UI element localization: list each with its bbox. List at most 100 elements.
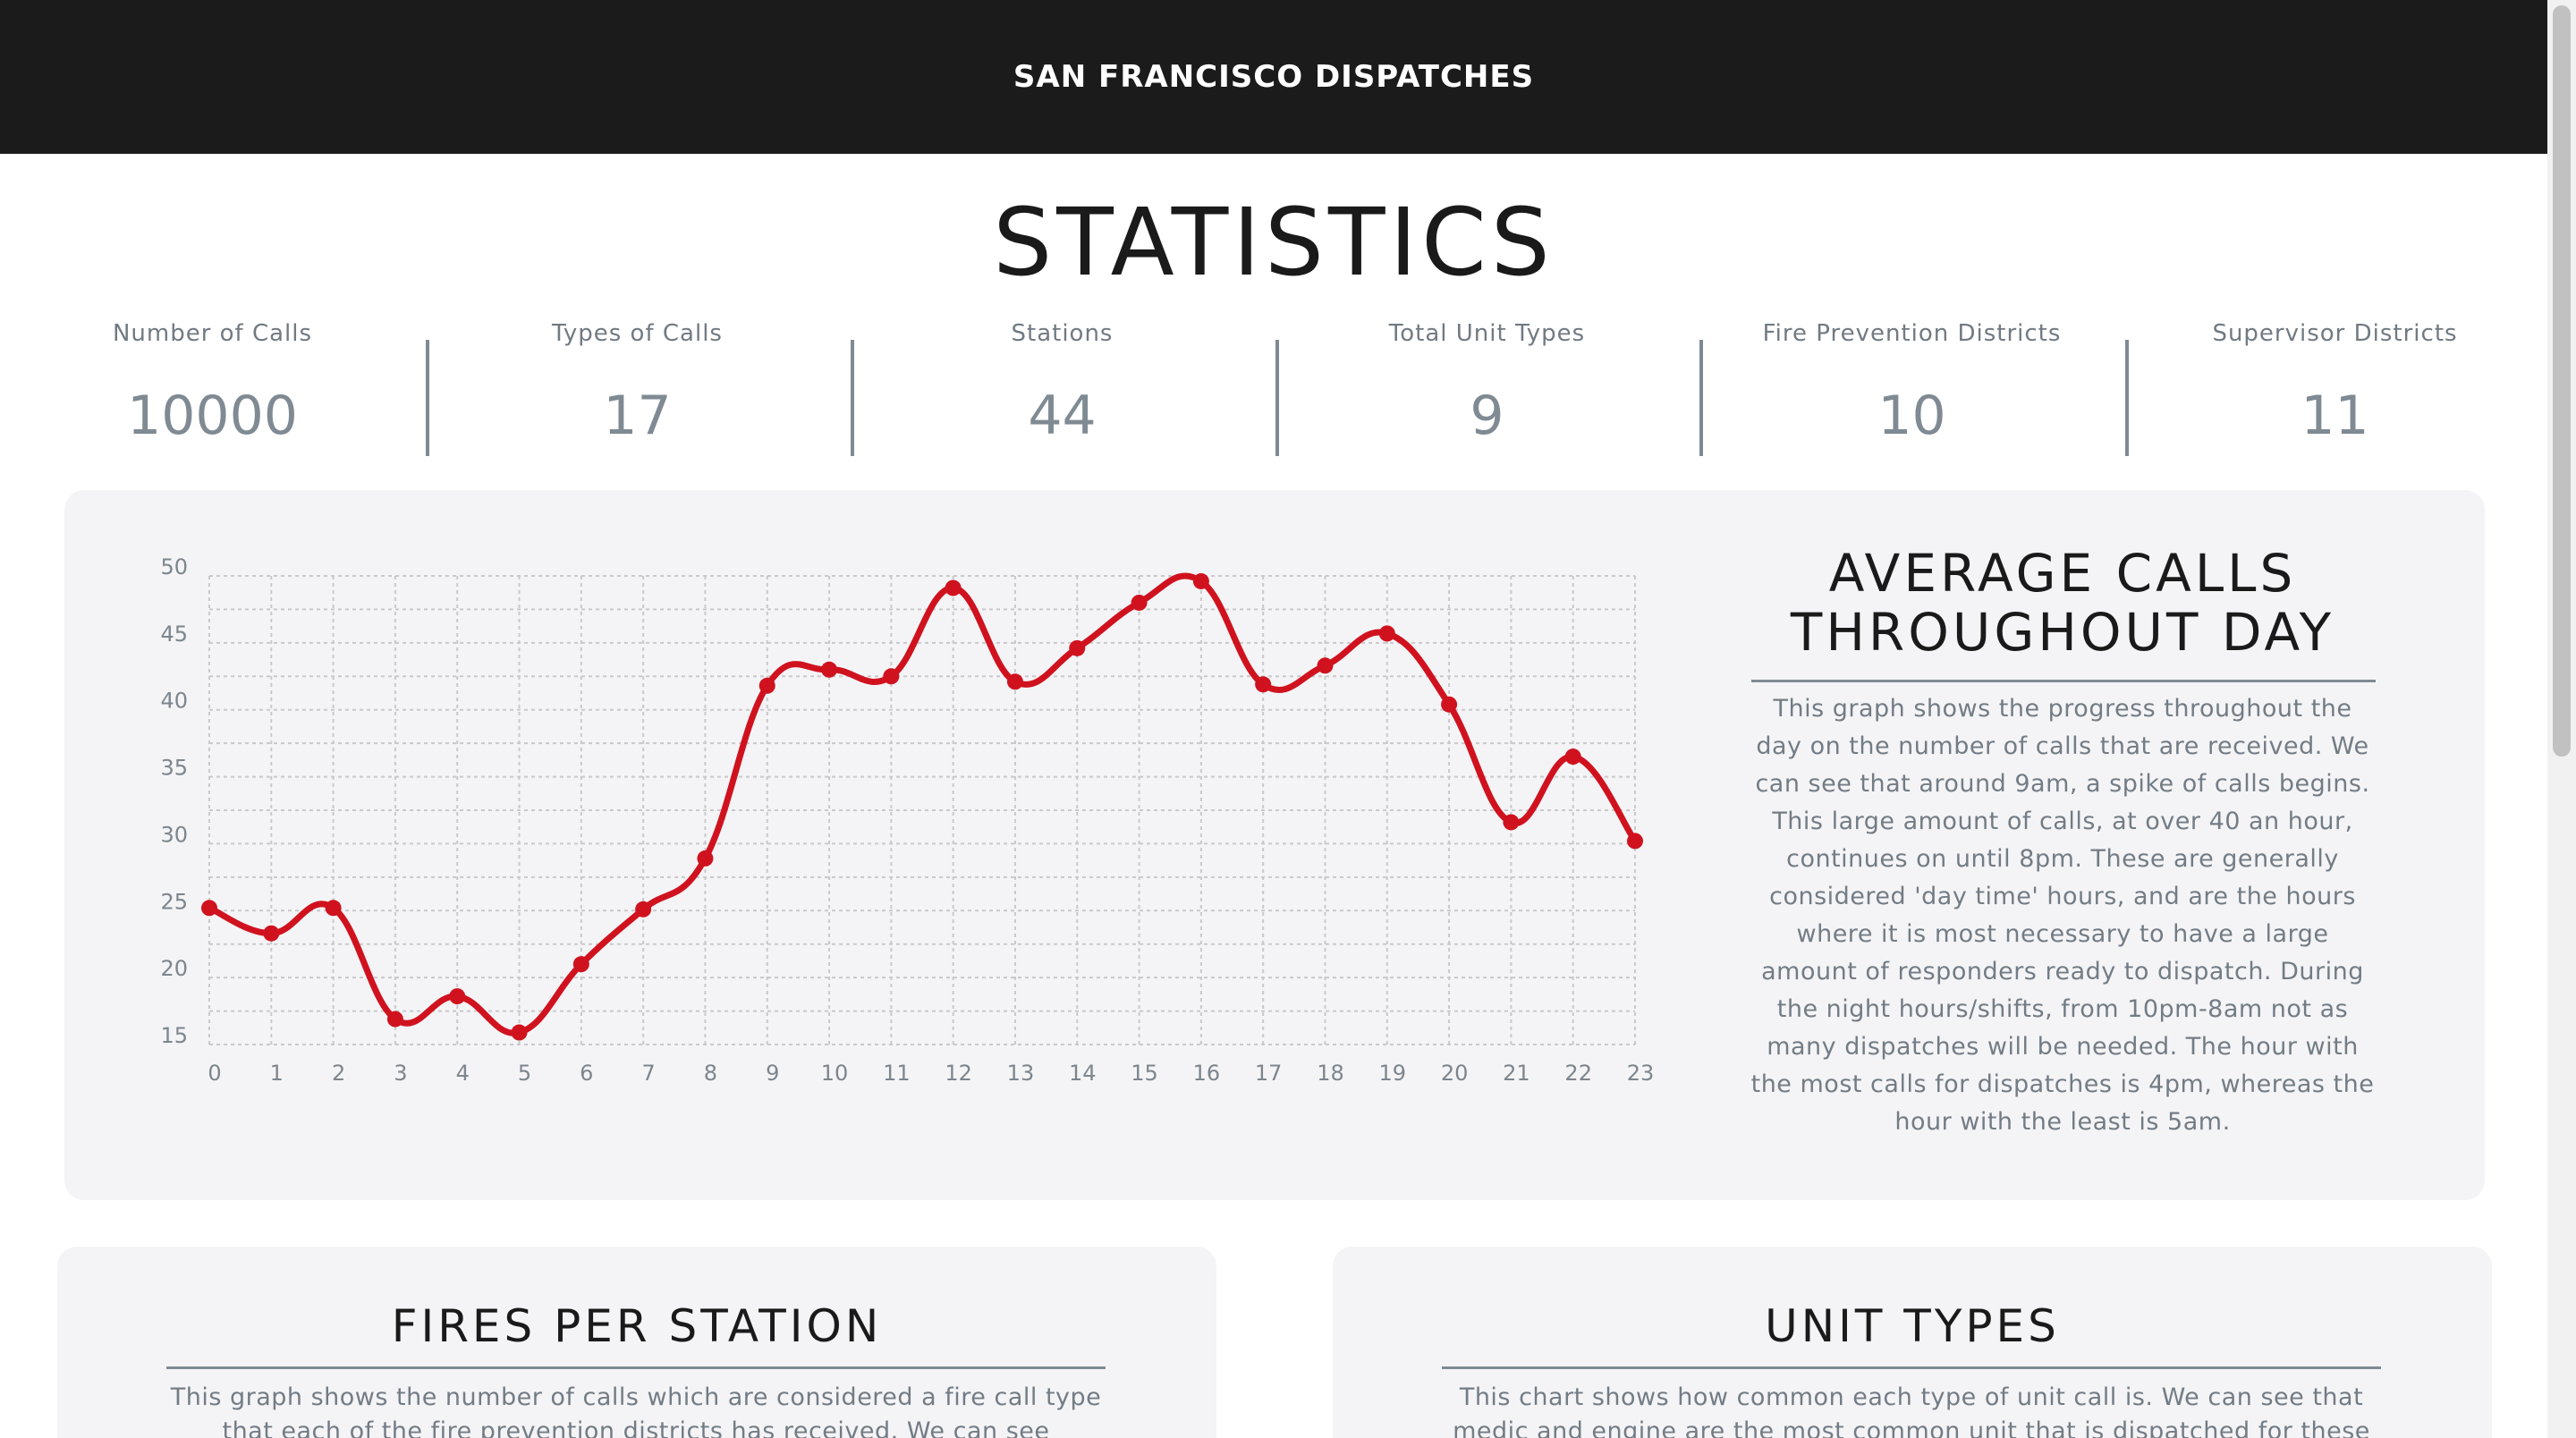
data-point bbox=[1131, 594, 1148, 611]
stats-row: Number of Calls 10000 Types of Calls 17 … bbox=[0, 315, 2547, 458]
x-tick-label: 4 bbox=[456, 1061, 470, 1086]
stat-divider bbox=[2125, 340, 2129, 456]
data-point bbox=[821, 661, 838, 678]
vertical-scrollbar[interactable] bbox=[2547, 0, 2576, 1438]
data-point bbox=[263, 925, 280, 942]
x-tick-label: 18 bbox=[1317, 1061, 1344, 1086]
data-point bbox=[201, 900, 217, 917]
stat-value: 10 bbox=[1877, 385, 1946, 447]
x-tick-label: 5 bbox=[518, 1061, 531, 1086]
data-point bbox=[945, 579, 962, 596]
title-underline bbox=[166, 1366, 1106, 1369]
stat-value: 10000 bbox=[127, 385, 298, 447]
average-calls-title: AVERAGE CALLS THROUGHOUT DAY bbox=[1750, 544, 2376, 662]
y-tick-label: 50 bbox=[160, 554, 188, 579]
average-calls-description: This graph shows the progress throughout… bbox=[1750, 695, 2375, 1136]
stat-label: Number of Calls bbox=[112, 320, 313, 347]
site-title[interactable]: SAN FRANCISCO DISPATCHES bbox=[1013, 59, 1535, 95]
y-tick-label: 15 bbox=[160, 1023, 188, 1048]
fires-per-station-description: This graph shows the number of calls whi… bbox=[170, 1383, 1102, 1438]
data-point bbox=[449, 988, 466, 1005]
y-tick-label: 35 bbox=[160, 756, 188, 781]
stat-number-of-calls: Number of Calls 10000 bbox=[0, 315, 425, 458]
y-tick-label: 25 bbox=[160, 889, 188, 914]
stat-label: Total Unit Types bbox=[1388, 320, 1586, 347]
data-point bbox=[1627, 833, 1643, 850]
stat-divider bbox=[426, 340, 429, 456]
stat-label: Stations bbox=[1011, 320, 1114, 347]
stat-fire-prevention-districts: Fire Prevention Districts 10 bbox=[1699, 315, 2124, 458]
stat-label: Fire Prevention Districts bbox=[1762, 320, 2062, 347]
unit-types-title: UNIT TYPES bbox=[1765, 1300, 2060, 1352]
x-tick-label: 9 bbox=[766, 1061, 779, 1086]
fires-per-station-title: FIRES PER STATION bbox=[391, 1300, 883, 1352]
unit-types-description: This chart shows how common each type of… bbox=[1453, 1383, 2370, 1438]
data-point bbox=[697, 850, 714, 867]
x-tick-label: 13 bbox=[1007, 1061, 1035, 1086]
x-tick-label: 6 bbox=[580, 1061, 593, 1086]
data-point bbox=[511, 1024, 528, 1041]
series-line bbox=[206, 572, 1639, 1036]
x-tick-label: 10 bbox=[821, 1061, 849, 1086]
x-tick-label: 14 bbox=[1069, 1061, 1097, 1086]
data-point bbox=[386, 1011, 403, 1028]
unit-types-card bbox=[1333, 1247, 2492, 1438]
title-underline bbox=[1751, 680, 2376, 682]
data-point bbox=[1255, 676, 1272, 693]
x-tick-label: 3 bbox=[394, 1061, 407, 1086]
title-underline bbox=[1442, 1366, 2381, 1369]
data-point bbox=[635, 901, 652, 918]
data-point bbox=[325, 900, 342, 917]
data-point bbox=[1378, 625, 1395, 642]
stat-divider bbox=[851, 340, 854, 456]
data-point bbox=[1192, 572, 1209, 589]
y-tick-label: 30 bbox=[160, 822, 188, 847]
x-tick-label: 22 bbox=[1564, 1061, 1592, 1086]
stat-divider bbox=[1275, 340, 1279, 456]
y-tick-label: 20 bbox=[160, 956, 188, 981]
stat-value: 17 bbox=[603, 385, 672, 447]
x-tick-label: 19 bbox=[1379, 1061, 1407, 1086]
stat-divider bbox=[1699, 340, 1703, 456]
stat-types-of-calls: Types of Calls 17 bbox=[425, 315, 850, 458]
average-calls-card bbox=[64, 490, 2485, 1200]
x-tick-label: 17 bbox=[1255, 1061, 1283, 1086]
fires-per-station-card bbox=[57, 1247, 1216, 1438]
data-point bbox=[1317, 657, 1334, 674]
x-tick-label: 16 bbox=[1193, 1061, 1221, 1086]
y-tick-label: 45 bbox=[160, 622, 188, 647]
data-point bbox=[1503, 814, 1520, 831]
stat-value: 9 bbox=[1470, 385, 1504, 447]
page-title: STATISTICS bbox=[993, 188, 1555, 297]
x-tick-label: 0 bbox=[208, 1061, 221, 1086]
data-point bbox=[1006, 673, 1023, 690]
x-tick-label: 1 bbox=[270, 1061, 284, 1086]
stat-total-unit-types: Total Unit Types 9 bbox=[1275, 315, 1699, 458]
stat-value: 11 bbox=[2301, 385, 2369, 447]
x-tick-label: 21 bbox=[1503, 1061, 1530, 1086]
data-point bbox=[572, 956, 589, 973]
average-calls-title-line2: THROUGHOUT DAY bbox=[1790, 602, 2335, 663]
stat-supervisor-districts: Supervisor Districts 11 bbox=[2123, 315, 2547, 458]
data-point bbox=[1441, 696, 1458, 713]
stat-stations: Stations 44 bbox=[850, 315, 1275, 458]
top-navbar: SAN FRANCISCO DISPATCHES bbox=[0, 0, 2547, 154]
average-calls-title-line1: AVERAGE CALLS bbox=[1828, 543, 2297, 604]
stat-label: Supervisor Districts bbox=[2212, 320, 2458, 347]
x-tick-label: 2 bbox=[332, 1061, 345, 1086]
stat-value: 44 bbox=[1028, 385, 1097, 447]
x-tick-label: 12 bbox=[945, 1061, 972, 1086]
data-point bbox=[883, 668, 900, 685]
x-tick-label: 15 bbox=[1131, 1061, 1158, 1086]
data-point bbox=[758, 677, 775, 694]
data-point bbox=[1069, 639, 1086, 656]
x-tick-label: 8 bbox=[704, 1061, 717, 1086]
x-tick-label: 7 bbox=[641, 1061, 655, 1086]
y-tick-label: 40 bbox=[160, 689, 188, 714]
stat-label: Types of Calls bbox=[552, 320, 723, 347]
x-tick-label: 23 bbox=[1627, 1061, 1655, 1086]
scrollbar-thumb[interactable] bbox=[2553, 5, 2571, 757]
data-point bbox=[1564, 749, 1581, 766]
